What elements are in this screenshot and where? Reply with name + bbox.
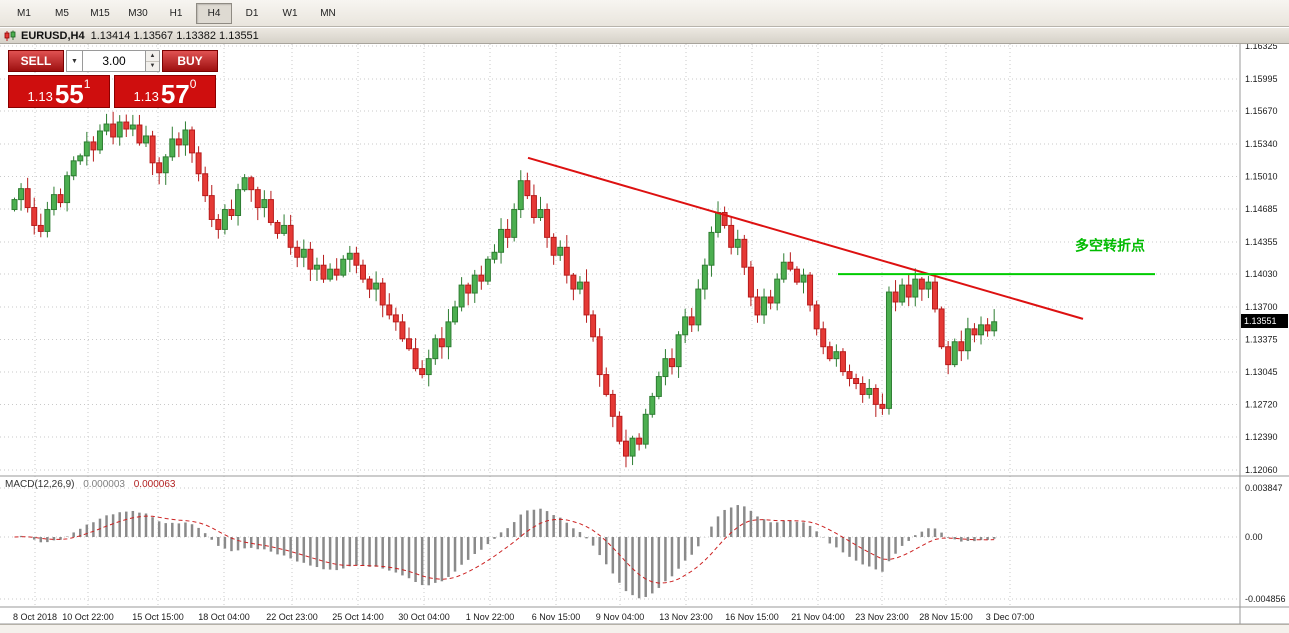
volume-stepper[interactable]: ▲ ▼: [146, 50, 160, 72]
chart-ohlc-values: 1.13414 1.13567 1.13382 1.13551: [90, 29, 259, 42]
macd-main-value: 0.000003: [83, 479, 125, 490]
sell-price-display[interactable]: 1.13 55 1: [8, 75, 110, 108]
buy-price-display[interactable]: 1.13 57 0: [114, 75, 216, 108]
svg-text:6 Nov 15:00: 6 Nov 15:00: [532, 612, 581, 622]
svg-text:1.12720: 1.12720: [1245, 399, 1278, 409]
buy-button[interactable]: BUY: [162, 50, 218, 72]
macd-name: MACD(12,26,9): [5, 479, 75, 490]
timeframe-button-h4[interactable]: H4: [196, 2, 232, 24]
svg-text:18 Oct 04:00: 18 Oct 04:00: [198, 612, 250, 622]
svg-text:1.15340: 1.15340: [1245, 139, 1278, 149]
one-click-trading-panel: SELL ▼ 3.00 ▲ ▼ BUY 1.13 55 1 1.13 57 0: [8, 50, 220, 108]
svg-text:多空转折点: 多空转折点: [1075, 237, 1145, 253]
svg-text:1.13375: 1.13375: [1245, 334, 1278, 344]
chart-window-titlebar[interactable]: EURUSD,H4 1.13414 1.13567 1.13382 1.1355…: [0, 28, 1289, 44]
time-axis[interactable]: [0, 608, 1240, 624]
svg-text:23 Nov 23:00: 23 Nov 23:00: [855, 612, 909, 622]
svg-text:1.16325: 1.16325: [1245, 41, 1278, 51]
buy-price-big-digits: 57: [160, 78, 190, 109]
volume-input[interactable]: 3.00: [82, 50, 146, 72]
chevron-down-icon: ▼: [71, 57, 78, 65]
svg-text:9 Nov 04:00: 9 Nov 04:00: [596, 612, 645, 622]
candlestick-chart-icon: [4, 30, 16, 41]
sell-price-big-digits: 55: [54, 78, 84, 109]
timeframe-toolbar: M1 M5 M15 M30 H1 H4 D1 W1 MN: [0, 0, 1289, 27]
svg-text:3 Dec 07:00: 3 Dec 07:00: [986, 612, 1035, 622]
svg-text:1.12390: 1.12390: [1245, 432, 1278, 442]
timeframe-button-d1[interactable]: D1: [245, 7, 259, 19]
timeframe-button-m5[interactable]: M5: [55, 7, 69, 19]
svg-text:1.14685: 1.14685: [1245, 204, 1278, 214]
window-bottom-strip: [0, 624, 1289, 633]
timeframe-button-w1[interactable]: W1: [282, 7, 298, 19]
svg-text:1.14355: 1.14355: [1245, 237, 1278, 247]
timeframe-button-h1[interactable]: H1: [169, 7, 183, 19]
svg-text:1.13700: 1.13700: [1245, 302, 1278, 312]
current-price-badge: 1.13551: [1241, 314, 1288, 328]
svg-text:0.00: 0.00: [1245, 532, 1263, 542]
sell-button[interactable]: SELL: [8, 50, 64, 72]
svg-text:1.15670: 1.15670: [1245, 106, 1278, 116]
svg-text:15 Oct 15:00: 15 Oct 15:00: [132, 612, 184, 622]
timeframe-button-m30[interactable]: M30: [128, 7, 148, 19]
buy-price-prefix: 1.13: [133, 89, 159, 104]
volume-dropdown-button[interactable]: ▼: [66, 50, 82, 72]
sell-price-prefix: 1.13: [27, 89, 53, 104]
timeframe-button-mn[interactable]: MN: [320, 7, 336, 19]
svg-text:1.14030: 1.14030: [1245, 269, 1278, 279]
macd-indicator-label: MACD(12,26,9) 0.000003 0.000063: [5, 479, 175, 490]
svg-text:1.15995: 1.15995: [1245, 74, 1278, 84]
svg-text:-0.004856: -0.004856: [1245, 594, 1286, 604]
sell-price-pip-digit: 1: [83, 77, 91, 91]
stepper-up-icon: ▲: [146, 51, 159, 62]
svg-text:28 Nov 15:00: 28 Nov 15:00: [919, 612, 973, 622]
svg-text:30 Oct 04:00: 30 Oct 04:00: [398, 612, 450, 622]
svg-text:0.003847: 0.003847: [1245, 483, 1283, 493]
svg-text:22 Oct 23:00: 22 Oct 23:00: [266, 612, 318, 622]
svg-text:13 Nov 23:00: 13 Nov 23:00: [659, 612, 713, 622]
svg-text:25 Oct 14:00: 25 Oct 14:00: [332, 612, 384, 622]
svg-text:1.15010: 1.15010: [1245, 172, 1278, 182]
svg-text:1.12060: 1.12060: [1245, 465, 1278, 475]
timeframe-button-m1[interactable]: M1: [17, 7, 31, 19]
svg-text:8 Oct 2018: 8 Oct 2018: [13, 612, 57, 622]
chart-symbol-title: EURUSD,H4: [21, 29, 85, 42]
buy-price-pip-digit: 0: [189, 77, 197, 91]
svg-text:21 Nov 04:00: 21 Nov 04:00: [791, 612, 845, 622]
timeframe-button-m15[interactable]: M15: [90, 7, 110, 19]
svg-text:1.13045: 1.13045: [1245, 367, 1278, 377]
svg-text:1 Nov 22:00: 1 Nov 22:00: [466, 612, 515, 622]
macd-signal-value: 0.000063: [133, 479, 176, 490]
svg-text:16 Nov 15:00: 16 Nov 15:00: [725, 612, 779, 622]
svg-text:10 Oct 22:00: 10 Oct 22:00: [62, 612, 114, 622]
stepper-down-icon: ▼: [149, 63, 156, 70]
